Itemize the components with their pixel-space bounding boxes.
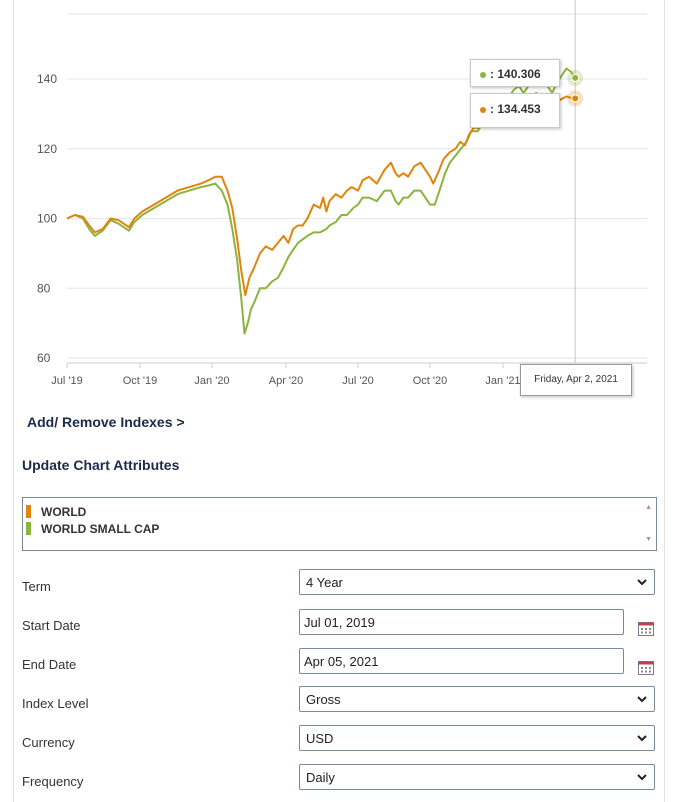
calendar-icon[interactable]: [638, 660, 654, 675]
tooltip-world: : 134.453: [470, 93, 560, 128]
term-label: Term: [22, 579, 51, 594]
term-value: 4 Year: [306, 575, 343, 590]
hover-date-tooltip: Friday, Apr 2, 2021: [520, 364, 632, 396]
frequency-select[interactable]: Daily: [299, 764, 655, 790]
add-remove-indexes-link[interactable]: Add/ Remove Indexes >: [27, 414, 185, 430]
world-swatch-icon: [26, 505, 31, 518]
small-cap-dot-icon: [480, 71, 486, 78]
scroll-down-icon[interactable]: ▼: [645, 536, 652, 543]
currency-value: USD: [306, 731, 334, 746]
tooltip-small-cap: : 140.306: [470, 59, 560, 87]
x-tick-label: Oct '20: [413, 375, 448, 387]
scroll-up-icon[interactable]: ▲: [645, 504, 652, 511]
currency-select[interactable]: USD: [299, 725, 655, 751]
y-tick-label: 60: [37, 351, 51, 365]
update-chart-attributes-title: Update Chart Attributes: [22, 457, 180, 473]
index-level-select[interactable]: Gross: [299, 686, 655, 712]
currency-label: Currency: [22, 735, 75, 750]
tooltip-small-cap-value: 140.306: [497, 67, 541, 81]
line-chart[interactable]: 60 80 100 120 140 Jul '19 Oct '19 Jan '20 Apr '2…: [0, 0, 674, 400]
y-tick-label: 120: [37, 142, 57, 156]
end-date-value: Apr 05, 2021: [304, 654, 379, 669]
chevron-down-icon: [637, 735, 647, 742]
chevron-down-icon: [637, 774, 647, 781]
tooltip-world-value: 134.453: [497, 102, 541, 116]
legend-label-world-small-cap: WORLD SMALL CAP: [41, 522, 160, 536]
x-tick-label: Jul '19: [51, 375, 82, 387]
hover-date-text: Friday, Apr 2, 2021: [534, 374, 618, 385]
world-dot-icon: [480, 106, 486, 113]
hover-marker-world-small-cap: [571, 73, 580, 82]
term-select[interactable]: 4 Year: [299, 569, 655, 595]
calendar-icon[interactable]: [638, 621, 654, 636]
start-date-label: Start Date: [22, 618, 81, 633]
hover-marker-world: [571, 94, 580, 103]
index-legend-list[interactable]: WORLD WORLD SMALL CAP ▲ ▼: [22, 497, 657, 551]
x-tick-label: Oct '19: [123, 375, 158, 387]
frequency-value: Daily: [306, 770, 335, 785]
right-frame-border: [664, 0, 665, 802]
end-date-label: End Date: [22, 657, 77, 672]
y-tick-label: 80: [37, 281, 51, 295]
legend-label-world: WORLD: [41, 505, 87, 519]
y-tick-label: 140: [37, 72, 57, 86]
chevron-down-icon: [637, 579, 647, 586]
left-frame-border: [13, 0, 14, 802]
x-tick-label: Apr '20: [269, 375, 304, 387]
start-date-value: Jul 01, 2019: [304, 615, 375, 630]
x-tick-label: Jan '21: [485, 375, 520, 387]
x-tick-label: Jan '20: [194, 375, 229, 387]
end-date-input[interactable]: Apr 05, 2021: [299, 648, 624, 674]
start-date-input[interactable]: Jul 01, 2019: [299, 609, 624, 635]
y-tick-label: 100: [37, 212, 57, 226]
x-tick-label: Jul '20: [342, 375, 373, 387]
frequency-label: Frequency: [22, 774, 84, 789]
index-level-value: Gross: [306, 692, 341, 707]
chevron-down-icon: [637, 696, 647, 703]
index-level-label: Index Level: [22, 696, 89, 711]
small-cap-swatch-icon: [26, 522, 31, 535]
